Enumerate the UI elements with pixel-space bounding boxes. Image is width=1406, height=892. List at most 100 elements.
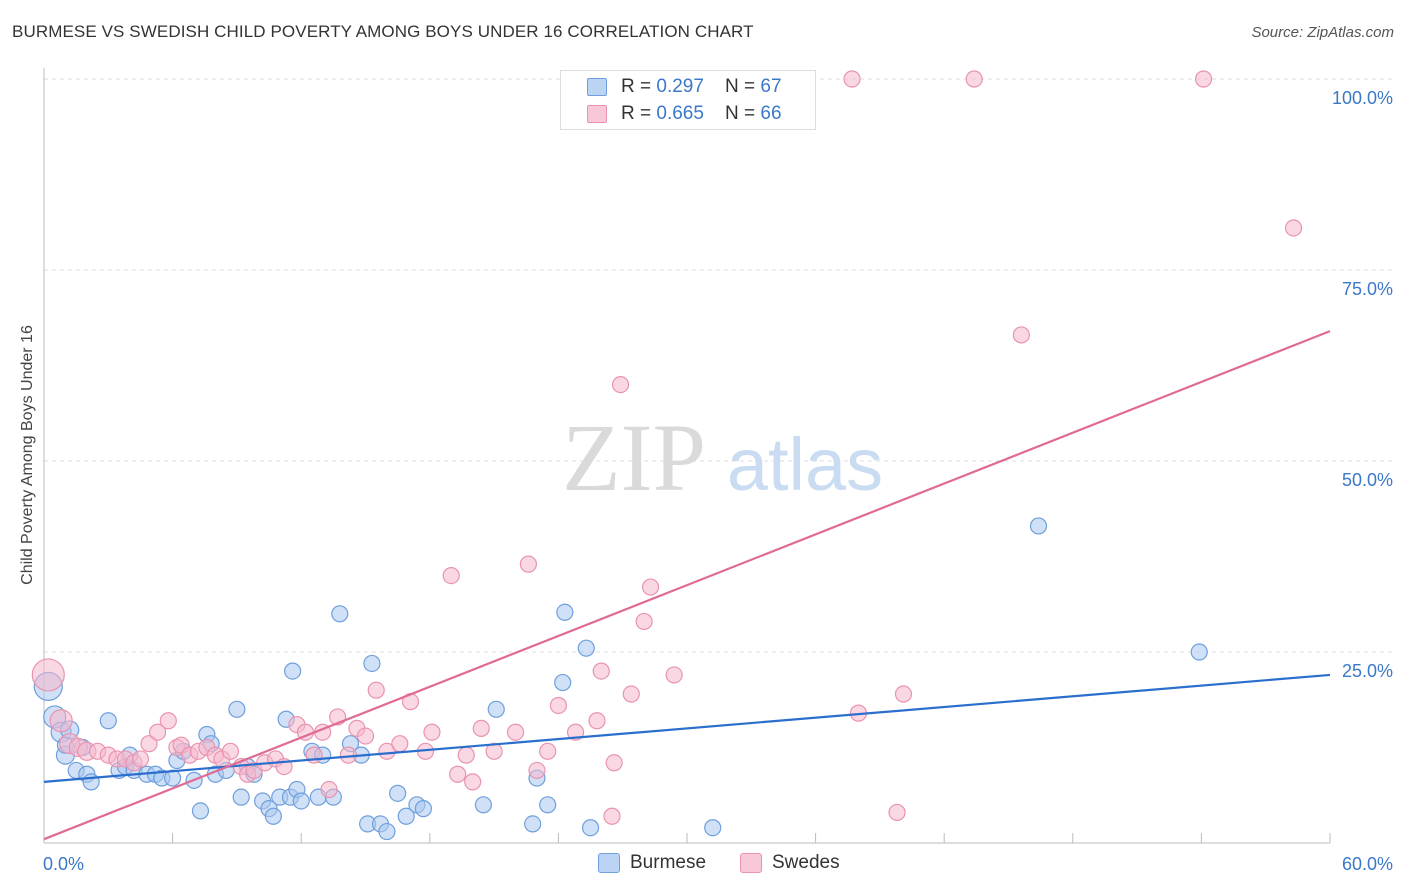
swedes-legend-label: Swedes <box>772 852 840 873</box>
source-label: Source: ZipAtlas.com <box>1251 24 1394 41</box>
swedes-point <box>485 742 503 760</box>
swedes-point <box>1012 326 1030 344</box>
burmese-point <box>1190 643 1208 661</box>
burmese-trend-line <box>43 673 1331 783</box>
swedes-point <box>457 746 475 764</box>
swedes-point <box>528 761 546 780</box>
swedes-point <box>449 765 467 783</box>
burmese-point <box>99 712 117 730</box>
burmese-point <box>378 822 396 841</box>
y-tick-label-75: 75.0% <box>1342 279 1393 299</box>
swedes-point <box>843 70 861 88</box>
correlation-legend: R = 0.297 N = 67 R = 0.665 N = 66 <box>560 70 816 130</box>
burmese-point <box>292 792 310 810</box>
swedes-point <box>423 723 441 741</box>
swedes-n-label: N = <box>725 103 761 124</box>
swedes-point <box>611 376 630 394</box>
swedes-point <box>588 712 606 730</box>
swedes-point <box>506 723 525 741</box>
series-legend: Burmese Swedes <box>0 852 1406 878</box>
burmese-point <box>164 769 182 787</box>
burmese-point <box>228 700 246 718</box>
burmese-point <box>524 815 542 833</box>
swedes-point <box>603 807 621 825</box>
burmese-r-value: 0.297 <box>656 76 704 97</box>
tick-labels: 25.0% 50.0% 75.0% 100.0% 0.0% 60.0% <box>43 88 1393 874</box>
watermark-atlas: atlas <box>727 423 883 506</box>
y-tick-label-100: 100.0% <box>1332 88 1393 108</box>
swedes-n-value: 66 <box>760 103 782 124</box>
swedes-point <box>140 735 158 753</box>
burmese-point <box>581 819 600 837</box>
burmese-n-value: 67 <box>760 76 782 97</box>
swedes-trend-line <box>43 330 1331 841</box>
swedes-point <box>320 780 338 799</box>
burmese-point <box>363 654 381 673</box>
burmese-n-label: N = <box>725 76 761 97</box>
chart-title: BURMESE VS SWEDISH CHILD POVERTY AMONG B… <box>12 22 754 41</box>
swedes-point <box>641 578 660 596</box>
burmese-point <box>556 603 574 621</box>
burmese-swatch <box>587 78 607 96</box>
swedes-point <box>965 70 983 88</box>
swedes-point <box>148 723 167 741</box>
burmese-point <box>82 773 100 791</box>
burmese-point <box>474 796 492 814</box>
swedes-legend-swatch <box>740 853 762 873</box>
swedes-point <box>1284 219 1303 237</box>
burmese-point <box>232 788 250 806</box>
grid-lines <box>44 78 1395 653</box>
swedes-point <box>464 773 482 791</box>
watermark: ZIP atlas <box>562 404 883 511</box>
swedes-point <box>159 712 177 730</box>
watermark-zip: ZIP <box>562 404 706 511</box>
swedes-point <box>592 662 610 680</box>
swedes-point <box>605 754 623 772</box>
swedes-point <box>894 685 913 703</box>
swedes-point <box>1194 70 1213 88</box>
x-tick-label-min: 0.0% <box>43 854 84 874</box>
burmese-point <box>397 807 415 825</box>
burmese-r-label: R = <box>621 76 657 97</box>
burmese-point <box>577 639 595 657</box>
legend-item-burmese[interactable]: Burmese <box>598 852 706 874</box>
swedes-point <box>472 719 490 738</box>
y-tick-label-50: 50.0% <box>1342 470 1393 490</box>
swedes-point <box>888 803 906 822</box>
burmese-point <box>487 700 505 718</box>
burmese-legend-label: Burmese <box>630 852 707 873</box>
burmese-points <box>33 517 1208 841</box>
y-tick-label-25: 25.0% <box>1342 661 1393 681</box>
burmese-point <box>264 807 282 825</box>
swedes-point <box>49 709 73 733</box>
swedes-r-label: R = <box>621 103 657 124</box>
swedes-point <box>549 696 568 715</box>
burmese-point <box>414 800 432 818</box>
burmese-point <box>539 796 557 814</box>
swedes-point <box>442 566 460 585</box>
burmese-point <box>1029 517 1048 535</box>
swedes-point <box>665 666 683 684</box>
x-tick-label-max: 60.0% <box>1342 854 1393 874</box>
swedes-point <box>391 735 409 753</box>
trend-lines <box>43 330 1331 841</box>
burmese-point <box>704 819 722 837</box>
legend-item-swedes[interactable]: Swedes <box>740 852 840 874</box>
burmese-legend-swatch <box>598 853 620 873</box>
swedes-point <box>519 555 537 573</box>
burmese-point <box>191 802 210 820</box>
swedes-point <box>221 742 240 760</box>
swedes-point <box>622 685 640 703</box>
swedes-point <box>378 742 396 760</box>
burmese-point <box>284 662 302 680</box>
swedes-points <box>31 70 1303 825</box>
swedes-r-value: 0.665 <box>656 103 704 124</box>
swedes-point <box>356 727 375 745</box>
burmese-point <box>389 784 407 802</box>
swedes-point <box>635 612 653 631</box>
swedes-point <box>367 681 385 699</box>
swedes-point <box>566 723 585 741</box>
swedes-point <box>31 658 65 692</box>
swedes-swatch <box>587 105 607 123</box>
